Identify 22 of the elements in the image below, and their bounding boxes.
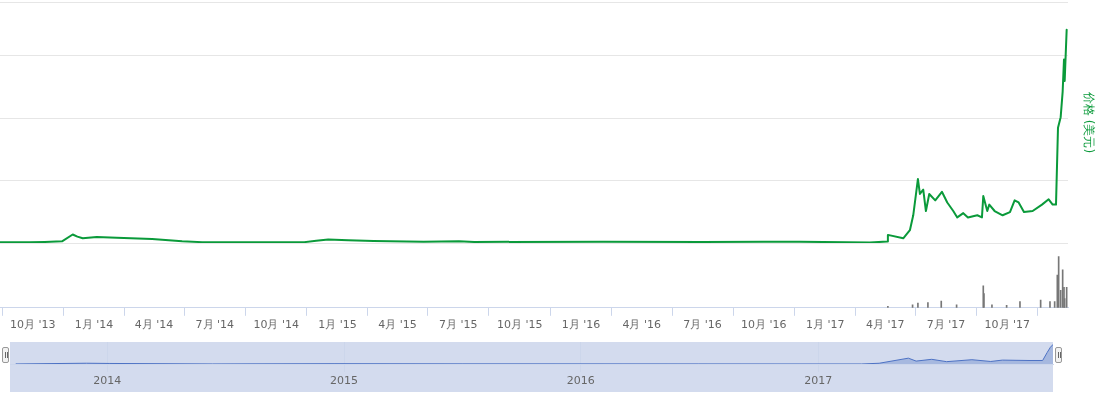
x-tick-label: 1月 '14 bbox=[74, 318, 114, 332]
x-tick-label: 10月 '17 bbox=[984, 318, 1031, 332]
x-tick-label: 2017 bbox=[804, 374, 833, 388]
x-tick-label: 4月 '16 bbox=[622, 318, 661, 332]
x-tick-label: 7月 '14 bbox=[195, 318, 235, 332]
y-axis-title: 价格 (美元) bbox=[1081, 90, 1096, 154]
x-tick-label: 2016 bbox=[566, 374, 595, 388]
x-tick-label: 2015 bbox=[330, 374, 359, 388]
x-tick-label: 10月 '13 bbox=[9, 318, 56, 332]
x-tick-label: 7月 '17 bbox=[926, 318, 966, 332]
x-tick-label: 4月 '14 bbox=[134, 318, 174, 332]
x-tick-label: 7月 '16 bbox=[683, 318, 722, 332]
x-tick-label: 4月 '17 bbox=[865, 318, 905, 332]
x-tick-label: 7月 '15 bbox=[439, 318, 478, 332]
x-tick-label: 10月 '16 bbox=[741, 318, 787, 332]
x-tick-label: 1月 '16 bbox=[561, 318, 601, 332]
x-tick-label: 2014 bbox=[93, 374, 122, 388]
x-tick-label: 10月 '14 bbox=[253, 318, 299, 332]
x-tick-label: 10月 '15 bbox=[496, 318, 543, 332]
x-tick-label: 1月 '17 bbox=[805, 318, 845, 332]
x-tick-label: 1月 '15 bbox=[318, 318, 357, 332]
x-tick-label: 4月 '15 bbox=[378, 318, 417, 332]
